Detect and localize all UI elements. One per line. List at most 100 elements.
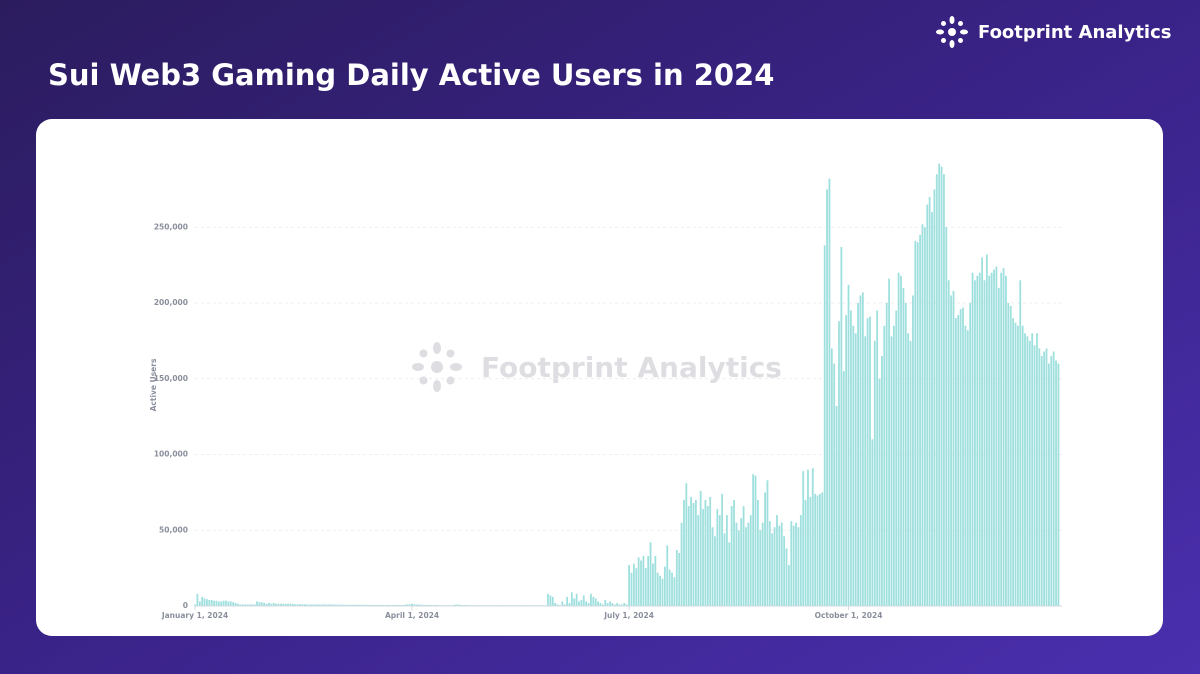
bar (881, 356, 883, 606)
bar (206, 599, 208, 606)
bar (1028, 340, 1031, 606)
bar (697, 515, 700, 606)
bar (985, 254, 988, 606)
bar (694, 499, 697, 606)
bar (291, 603, 294, 606)
bar (1016, 325, 1019, 606)
bar (234, 602, 237, 606)
bar (587, 602, 590, 606)
bar (706, 506, 709, 606)
bar (819, 493, 821, 606)
bar (914, 240, 917, 606)
bar (604, 599, 607, 606)
bar (420, 604, 423, 606)
bar (725, 515, 728, 606)
bar (375, 604, 378, 606)
bar (563, 604, 566, 606)
bar (194, 604, 196, 606)
bar (203, 598, 206, 606)
bar (671, 572, 673, 606)
bar (437, 605, 440, 606)
bar (852, 325, 855, 606)
bar (919, 234, 921, 606)
bar (1047, 363, 1050, 606)
bar (859, 295, 862, 606)
bar (754, 475, 757, 606)
bar (339, 604, 342, 606)
bar (730, 506, 733, 606)
bar (461, 605, 464, 606)
bar (969, 303, 972, 606)
bar (692, 502, 695, 606)
bar (263, 602, 266, 606)
bar (351, 604, 354, 606)
bar (869, 316, 871, 606)
bar (981, 257, 984, 606)
bar (365, 604, 368, 606)
bar (737, 530, 740, 606)
bar (861, 292, 864, 606)
bar (921, 224, 924, 606)
bar (239, 604, 242, 606)
bar (382, 604, 385, 606)
bar (561, 601, 564, 606)
bar (353, 604, 356, 606)
bar (995, 266, 998, 606)
bar (568, 602, 571, 606)
bar (764, 492, 766, 606)
bar (241, 604, 244, 606)
bar (675, 549, 678, 606)
bar (680, 522, 683, 606)
bar (415, 604, 418, 606)
bar (423, 604, 425, 606)
bar (346, 604, 349, 606)
y-tick-label: 100,000 (154, 450, 188, 459)
bar (284, 603, 287, 606)
bar (940, 166, 943, 606)
bar (279, 603, 282, 606)
bar (864, 336, 867, 606)
bar (573, 598, 576, 606)
bar (1033, 345, 1036, 606)
bar (916, 242, 919, 606)
bar (642, 556, 645, 606)
bar (640, 560, 642, 606)
bar (1045, 348, 1048, 606)
bar (401, 604, 404, 606)
bar (663, 566, 666, 606)
bar (549, 595, 552, 606)
bar (628, 565, 631, 606)
bar (974, 280, 976, 606)
bar (308, 604, 311, 606)
x-tick-label: October 1, 2024 (815, 611, 883, 620)
bar (1009, 306, 1012, 606)
bar (873, 340, 876, 606)
bar (256, 601, 258, 606)
bar (756, 499, 759, 606)
bar (976, 275, 979, 606)
bar (229, 601, 232, 606)
bar (463, 605, 466, 606)
bar (833, 363, 836, 606)
bar (850, 310, 852, 606)
bar (330, 604, 332, 606)
bar (606, 602, 609, 606)
bar (721, 493, 724, 606)
bar (310, 604, 313, 606)
bar (909, 340, 912, 606)
bar (227, 601, 230, 606)
y-tick-label: 200,000 (154, 298, 188, 307)
bar (368, 604, 371, 606)
bar (790, 521, 793, 606)
bar (582, 595, 585, 606)
bar (630, 572, 633, 606)
x-tick-label: January 1, 2024 (161, 611, 228, 620)
bar (804, 499, 807, 606)
bar (771, 533, 774, 606)
bar (728, 542, 731, 606)
bar (392, 604, 394, 606)
bar (384, 604, 387, 606)
bar (237, 603, 239, 606)
y-axis-label: Active Users (149, 358, 158, 411)
bar (315, 604, 318, 606)
